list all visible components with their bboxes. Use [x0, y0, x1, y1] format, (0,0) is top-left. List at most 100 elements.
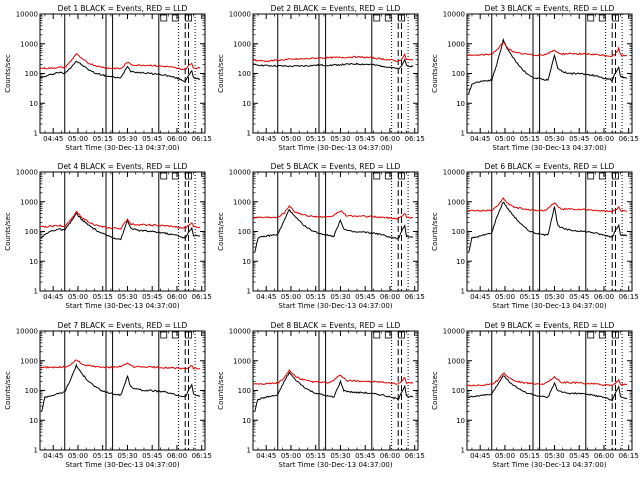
- detector-panel-3: Det 3 BLACK = Events, RED = LLD Start Tim…: [431, 4, 639, 152]
- x-tick-label: 06:15: [405, 293, 425, 301]
- y-tick-label: 10000: [443, 11, 465, 19]
- y-tick-label: 1000: [233, 198, 251, 206]
- lld-series-line: [466, 372, 628, 387]
- y-tick-label: 1000: [20, 357, 38, 365]
- panel-title: Det 5 BLACK = Events, RED = LLD: [271, 162, 401, 171]
- detector-panel-9: Det 9 BLACK = Events, RED = LLD Start Tim…: [431, 321, 639, 469]
- panel-title: Det 6 BLACK = Events, RED = LLD: [485, 162, 615, 171]
- x-tick-label: 05:30: [330, 135, 350, 143]
- x-tick-label: 05:15: [93, 293, 113, 301]
- detector-panel-2: Det 2 BLACK = Events, RED = LLD Start Tim…: [217, 4, 425, 152]
- y-tick-label: 10: [456, 100, 465, 108]
- y-tick-label: 100: [452, 70, 465, 78]
- detector-panel-5: Det 5 BLACK = Events, RED = LLD Start Tim…: [217, 162, 425, 310]
- x-tick-label: 05:45: [355, 293, 375, 301]
- y-tick-label: 100: [238, 387, 251, 395]
- x-tick-label: 06:15: [619, 135, 639, 143]
- box-marker: [587, 331, 595, 339]
- x-tick-label: 06:15: [192, 135, 212, 143]
- box-marker: [373, 14, 381, 22]
- y-tick-label: 1: [247, 130, 251, 138]
- y-axis-label: Counts/sec: [431, 371, 439, 410]
- y-tick-label: 10: [242, 100, 251, 108]
- x-tick-label: 05:00: [68, 452, 88, 460]
- box-marker: [612, 331, 619, 339]
- y-tick-label: 10: [242, 258, 251, 266]
- box-marker: [612, 14, 619, 22]
- box-marker: [598, 172, 606, 180]
- x-tick-label: 05:15: [520, 293, 540, 301]
- y-tick-label: 10: [29, 258, 38, 266]
- panel-title: Det 8 BLACK = Events, RED = LLD: [271, 321, 401, 330]
- lld-series-line: [39, 210, 201, 230]
- panel-title: Det 3 BLACK = Events, RED = LLD: [485, 4, 615, 13]
- detector-panel-4: Det 4 BLACK = Events, RED = LLD Start Tim…: [4, 162, 212, 310]
- box-marker: [612, 172, 619, 180]
- y-tick-label: 100: [452, 387, 465, 395]
- y-tick-label: 10: [29, 100, 38, 108]
- events-series-line: [39, 212, 201, 241]
- x-tick-label: 06:00: [167, 135, 187, 143]
- y-tick-label: 10: [29, 417, 38, 425]
- x-tick-label: 05:30: [117, 293, 137, 301]
- x-tick-label: 06:15: [405, 452, 425, 460]
- y-axis-label: Counts/sec: [217, 54, 225, 93]
- box-marker: [598, 331, 606, 339]
- x-tick-label: 05:00: [68, 293, 88, 301]
- y-tick-label: 1: [34, 447, 38, 455]
- box-marker: [171, 14, 179, 22]
- y-tick-label: 1: [247, 447, 251, 455]
- x-tick-label: 05:00: [495, 293, 515, 301]
- x-tick-label: 06:15: [619, 293, 639, 301]
- x-tick-label: 05:45: [142, 135, 162, 143]
- box-marker: [160, 331, 168, 339]
- x-tick-label: 04:45: [43, 135, 63, 143]
- y-tick-label: 10000: [443, 328, 465, 336]
- x-tick-label: 05:15: [93, 135, 113, 143]
- box-marker: [171, 172, 179, 180]
- x-tick-label: 05:00: [495, 135, 515, 143]
- events-series-line: [254, 371, 414, 412]
- y-tick-label: 1000: [20, 40, 38, 48]
- box-marker: [384, 172, 392, 180]
- x-tick-label: 04:45: [256, 452, 276, 460]
- x-tick-label: 06:00: [380, 293, 400, 301]
- x-tick-label: 05:45: [569, 293, 589, 301]
- x-tick-label: 05:45: [142, 452, 162, 460]
- y-tick-label: 100: [25, 387, 38, 395]
- x-tick-label: 06:00: [167, 293, 187, 301]
- lld-series-line: [252, 369, 414, 385]
- box-marker: [384, 331, 392, 339]
- x-tick-label: 04:45: [470, 452, 490, 460]
- events-series-line: [39, 60, 201, 83]
- y-tick-label: 1000: [233, 357, 251, 365]
- panel-title: Det 7 BLACK = Events, RED = LLD: [58, 321, 188, 330]
- y-axis-label: Counts/sec: [217, 212, 225, 251]
- detector-panel-6: Det 6 BLACK = Events, RED = LLD Start Tim…: [431, 162, 639, 310]
- events-series-line: [468, 37, 628, 94]
- x-tick-label: 04:45: [470, 135, 490, 143]
- box-marker: [587, 172, 595, 180]
- x-tick-label: 06:00: [594, 293, 614, 301]
- x-tick-label: 05:30: [544, 452, 564, 460]
- x-axis-label: Start Time (30-Dec-13 04:37:00): [492, 144, 606, 152]
- box-marker: [185, 331, 192, 339]
- x-axis-label: Start Time (30-Dec-13 04:37:00): [492, 461, 606, 469]
- lld-series-line: [39, 52, 201, 71]
- box-marker: [373, 331, 381, 339]
- y-axis-label: Counts/sec: [4, 54, 12, 93]
- x-tick-label: 05:45: [355, 452, 375, 460]
- x-tick-label: 05:00: [281, 135, 301, 143]
- x-tick-label: 04:45: [470, 293, 490, 301]
- y-tick-label: 10000: [229, 169, 251, 177]
- y-tick-label: 100: [238, 228, 251, 236]
- box-marker: [373, 172, 381, 180]
- y-tick-label: 10000: [16, 11, 38, 19]
- lld-series-line: [466, 197, 628, 213]
- x-tick-label: 05:45: [142, 293, 162, 301]
- x-tick-label: 05:15: [93, 452, 113, 460]
- y-tick-label: 10000: [443, 169, 465, 177]
- y-tick-label: 1: [34, 288, 38, 296]
- x-axis-label: Start Time (30-Dec-13 04:37:00): [278, 302, 392, 310]
